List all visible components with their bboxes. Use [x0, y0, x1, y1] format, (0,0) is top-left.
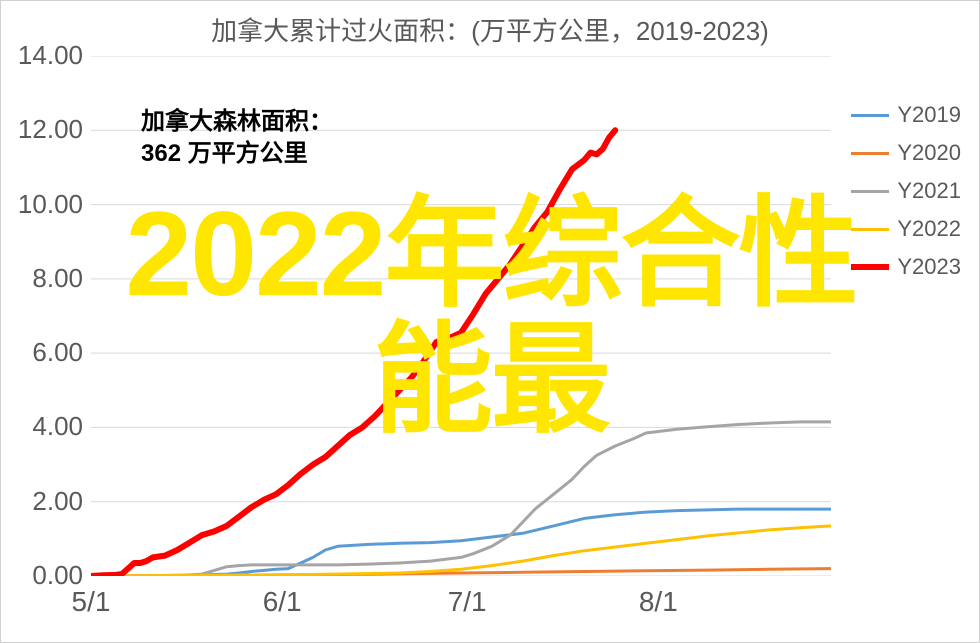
legend-item: Y2021	[851, 177, 961, 205]
legend-swatch	[851, 228, 889, 231]
x-tick-label: 6/1	[263, 586, 302, 618]
annotation-line2: 362 万平方公里	[141, 140, 308, 167]
chart-container: 加拿大累计过火面积：(万平方公里，2019-2023) 0.002.004.00…	[0, 0, 980, 643]
legend-swatch	[851, 190, 889, 193]
legend-label: Y2021	[897, 178, 961, 204]
legend-label: Y2019	[897, 102, 961, 128]
chart-title: 加拿大累计过火面积：(万平方公里，2019-2023)	[1, 11, 979, 48]
legend-item: Y2023	[851, 253, 961, 281]
x-tick-label: 7/1	[448, 586, 487, 618]
x-tick-label: 5/1	[72, 586, 111, 618]
x-tick-label: 8/1	[639, 586, 678, 618]
legend-item: Y2022	[851, 215, 961, 243]
y-tick-label: 6.00	[3, 337, 83, 368]
legend-item: Y2020	[851, 139, 961, 167]
y-tick-label: 2.00	[3, 486, 83, 517]
legend-swatch	[851, 264, 889, 270]
legend-item: Y2019	[851, 101, 961, 129]
y-tick-label: 8.00	[3, 263, 83, 294]
y-tick-label: 4.00	[3, 411, 83, 442]
legend-label: Y2020	[897, 140, 961, 166]
legend-swatch	[851, 152, 889, 155]
legend-swatch	[851, 114, 889, 117]
y-tick-label: 12.00	[3, 114, 83, 145]
forest-area-annotation: 加拿大森林面积： 362 万平方公里	[141, 106, 333, 171]
y-tick-label: 10.00	[3, 189, 83, 220]
annotation-line1: 加拿大森林面积：	[141, 108, 333, 135]
legend: Y2019 Y2020 Y2021 Y2022 Y2023	[851, 101, 961, 291]
y-tick-label: 14.00	[3, 40, 83, 71]
legend-label: Y2022	[897, 216, 961, 242]
legend-label: Y2023	[897, 254, 961, 280]
